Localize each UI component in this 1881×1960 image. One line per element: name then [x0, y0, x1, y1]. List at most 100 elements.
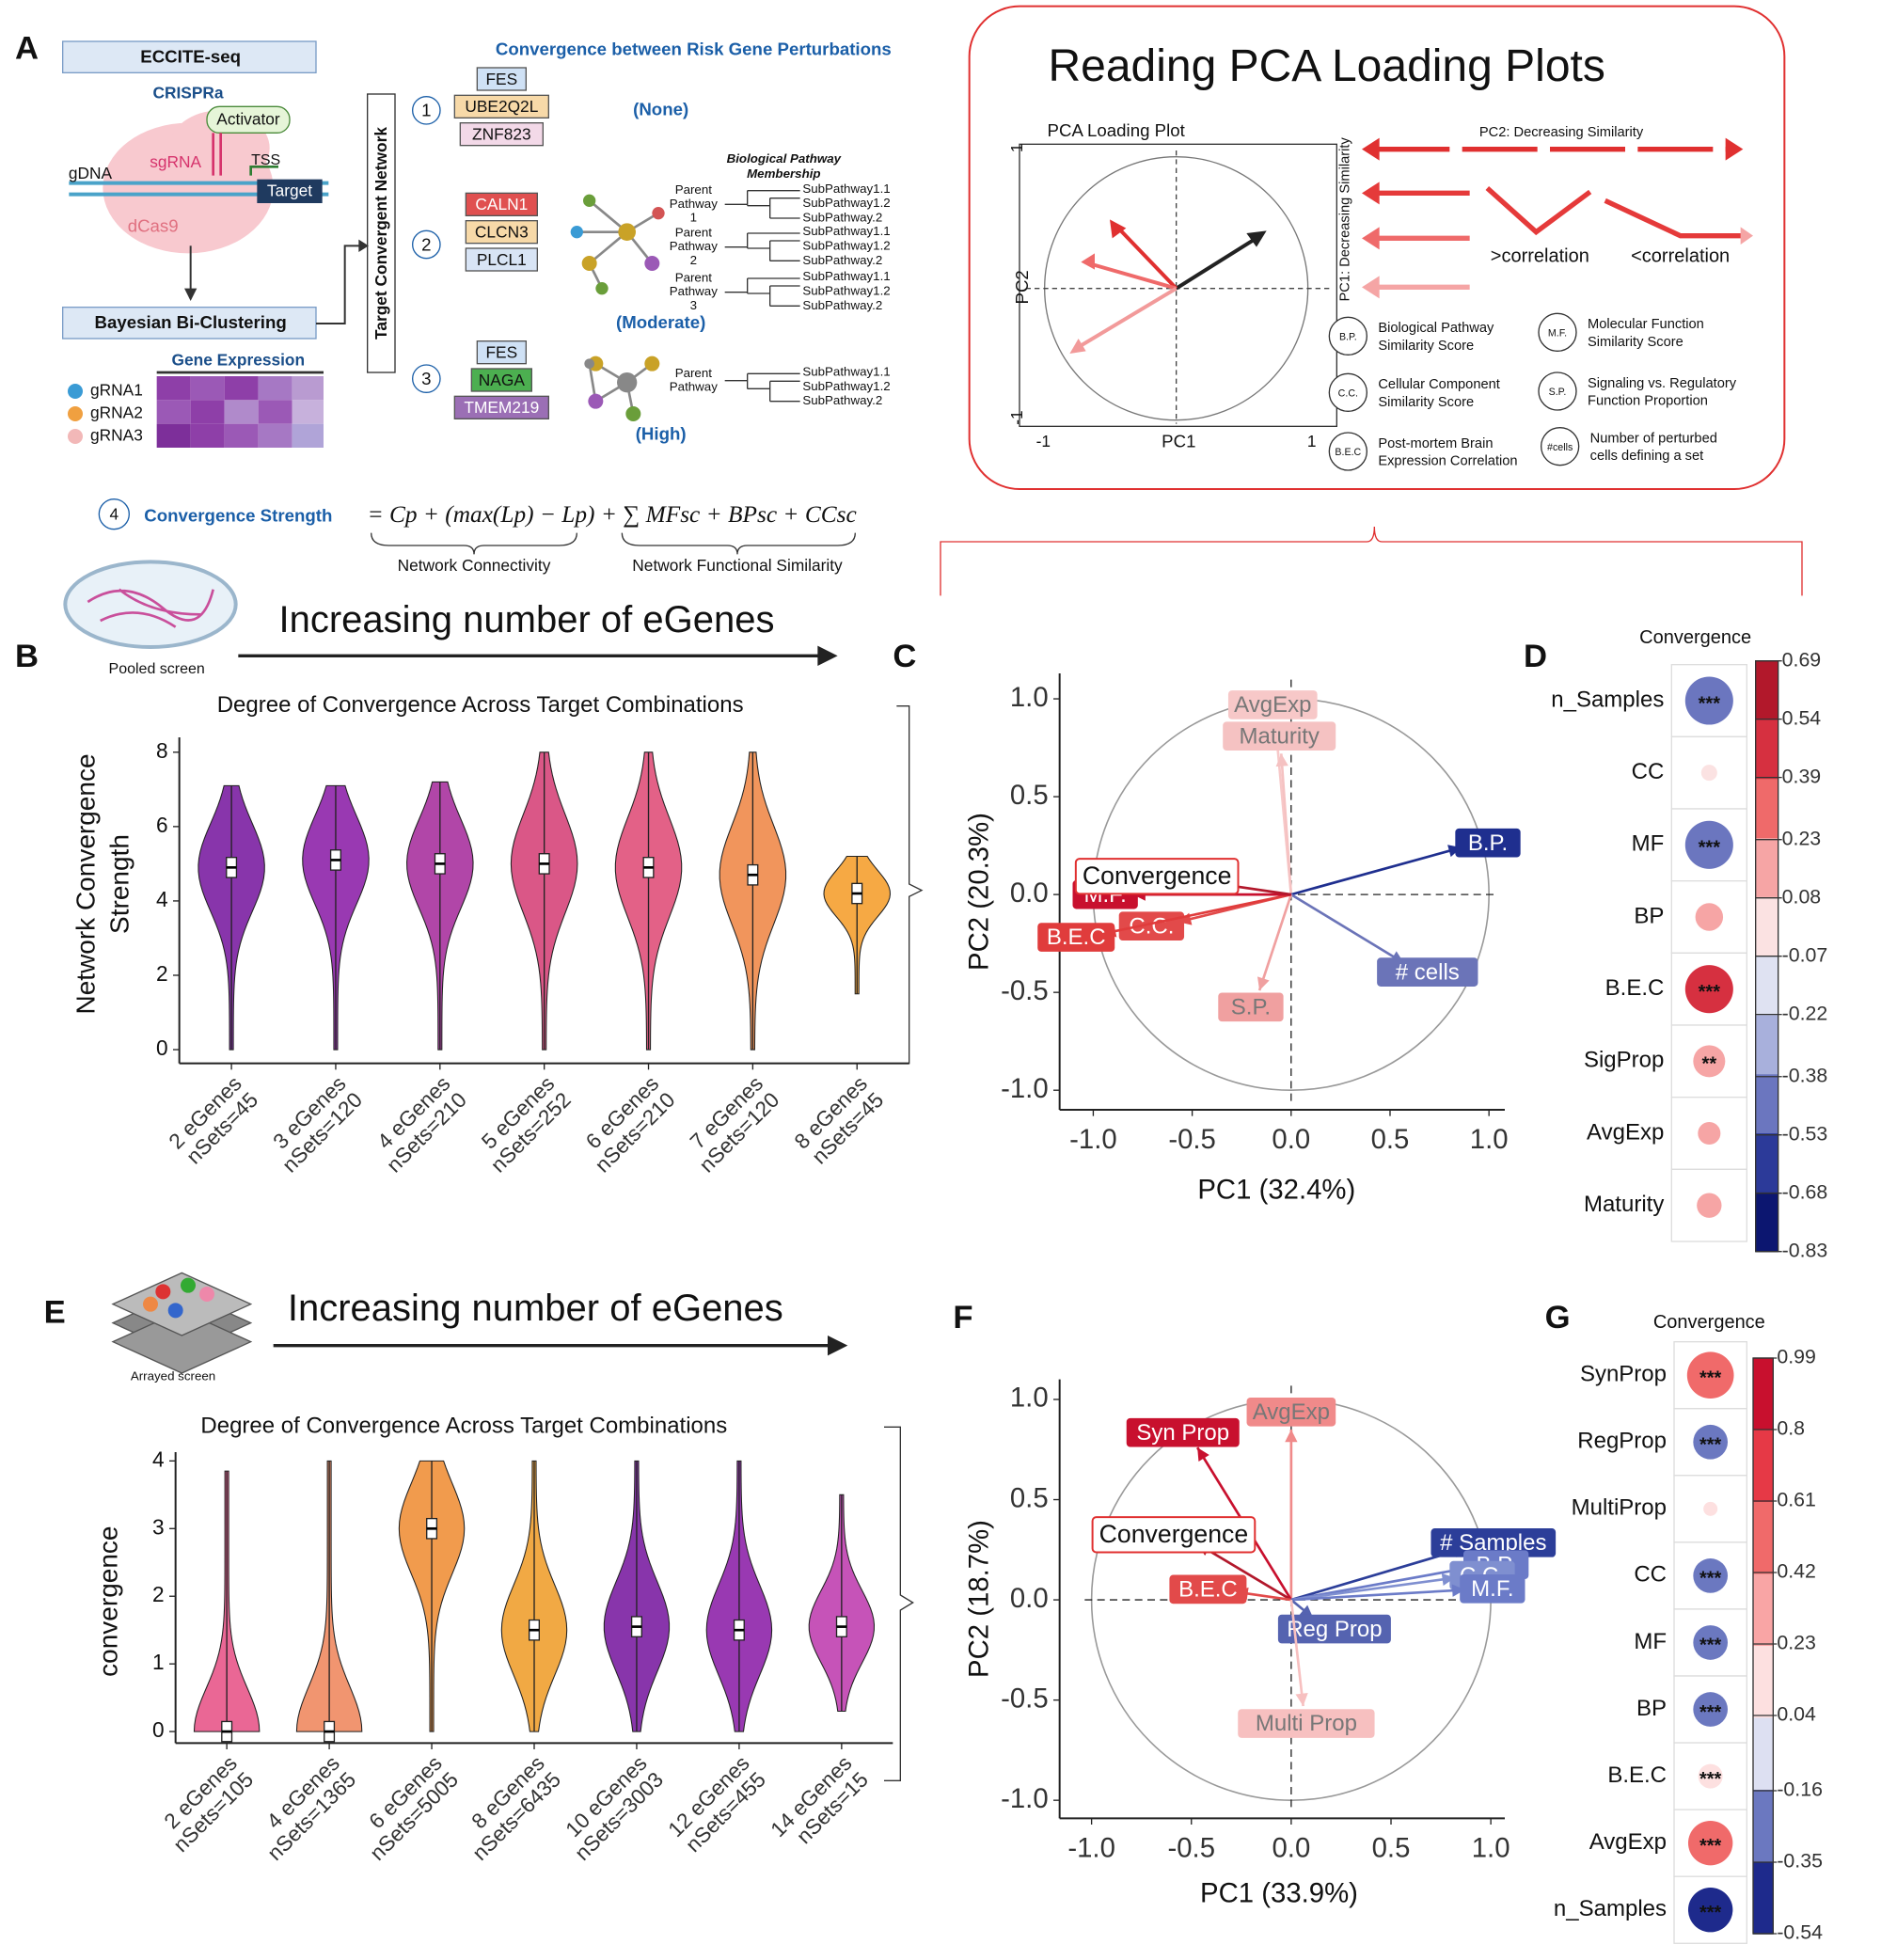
label: Number of perturbed — [1590, 432, 1717, 447]
label: Strength — [105, 834, 134, 934]
grna-dot — [68, 406, 83, 421]
series-label: Convergence — [1099, 1520, 1249, 1548]
label: 3 — [690, 298, 697, 312]
label-box — [1460, 1574, 1525, 1604]
x-tick-label: 0.5 — [1371, 1124, 1410, 1155]
panel-label: D — [1524, 639, 1547, 674]
row-label: CC — [1632, 759, 1665, 784]
label: (None) — [633, 99, 688, 119]
colorbar-bin — [1755, 719, 1778, 780]
colorbar-bin — [1755, 779, 1778, 839]
significance: *** — [1699, 838, 1721, 859]
tree-line — [724, 190, 800, 219]
colorbar-label: -0.35 — [1777, 1850, 1823, 1873]
significance: *** — [1699, 693, 1721, 714]
label: 3 — [421, 369, 431, 388]
arrowhead — [184, 288, 198, 301]
y-tick-label: 1.0 — [1010, 682, 1049, 713]
label-box — [1218, 992, 1284, 1022]
label: ECCITE-seq — [140, 46, 241, 66]
colorbar-bin — [1755, 1133, 1778, 1193]
row-label: B.E.C — [1607, 1762, 1667, 1788]
y-tick-label: 8 — [156, 738, 168, 763]
bayesian-box — [62, 307, 317, 340]
y-tick-label: 1.0 — [1010, 1383, 1049, 1414]
y-axis-label: PC2 (20.3%) — [963, 813, 994, 971]
row-label: RegProp — [1577, 1429, 1667, 1454]
label: gRNA3 — [90, 426, 143, 445]
label-box — [1169, 1574, 1247, 1604]
label: PC2 — [1012, 270, 1032, 304]
guide-arrows — [1074, 224, 1262, 351]
label-box — [1074, 858, 1240, 895]
panel-label: C — [893, 639, 916, 674]
label: Degree of Convergence Across Target Comb… — [217, 692, 744, 718]
x-tick-label: -0.5 — [1167, 1832, 1215, 1863]
corr-dot — [1703, 1501, 1718, 1516]
y-axis-label: PC2 (18.7%) — [963, 1520, 994, 1678]
label: SubPathway1.1 — [802, 224, 890, 238]
label: Similarity Score — [1378, 339, 1474, 354]
label: PLCL1 — [477, 250, 527, 269]
label: SubPathway.2 — [802, 211, 882, 225]
heatmap — [156, 376, 324, 448]
label: PC1 — [1162, 432, 1195, 451]
colorbar-bin — [1755, 1074, 1778, 1134]
neurons — [87, 588, 214, 628]
colorbar-bin — [1755, 1015, 1778, 1075]
arrowhead — [1275, 753, 1288, 767]
label: Arrayed screen — [131, 1369, 215, 1383]
label: Pathway — [670, 197, 718, 211]
y-tick-label: 2 — [156, 961, 168, 986]
significance: *** — [1699, 1769, 1722, 1790]
corr-dot — [1700, 765, 1717, 782]
y-tick-label: 0 — [152, 1717, 165, 1742]
label: SubPathway.2 — [802, 253, 882, 267]
colorbar-bin — [1753, 1790, 1774, 1863]
row-label: MF — [1634, 1629, 1667, 1654]
arrowhead — [1451, 1584, 1465, 1597]
series-label: M.F. — [1471, 1576, 1513, 1602]
y-tick-label: -1.0 — [1001, 1073, 1049, 1104]
label-box — [1118, 911, 1185, 940]
panel-a-art — [62, 40, 856, 666]
corr-dot — [1693, 1692, 1729, 1727]
tree-line — [724, 372, 800, 403]
label: 1 — [690, 211, 697, 225]
label: Target Convergent Network — [371, 127, 390, 340]
y-tick-label: -1.0 — [1001, 1783, 1049, 1814]
label: PC1: Decreasing Similarity — [1338, 137, 1353, 302]
corr-dot — [1686, 1351, 1734, 1399]
label: convergence — [94, 1525, 123, 1676]
arrowhead — [1441, 1573, 1455, 1587]
label: Pathway — [670, 380, 718, 394]
step-circle — [412, 229, 441, 260]
colorbar-label: -0.07 — [1782, 943, 1828, 966]
label: Parent — [675, 226, 713, 240]
legend-circle — [1540, 426, 1580, 466]
colorbar-label: 0.61 — [1777, 1489, 1816, 1511]
label: SubPathway1.2 — [802, 239, 890, 253]
row-label: B.E.C — [1605, 975, 1665, 1001]
label: SubPathway1.1 — [802, 182, 890, 196]
step-circle — [412, 96, 441, 125]
series-label: B.P. — [1468, 830, 1508, 856]
significance: *** — [1699, 982, 1721, 1003]
significance: *** — [1699, 1636, 1722, 1656]
panel-label: E — [44, 1294, 66, 1330]
corr-dot — [1687, 1820, 1733, 1866]
label: Biological Pathway — [1378, 321, 1494, 336]
label: SubPathway1.1 — [802, 269, 890, 283]
series-label: B.E.C — [1047, 925, 1106, 950]
corr-dot — [1693, 1045, 1726, 1078]
colorbar-bin — [1755, 956, 1778, 1017]
label: Pathway — [670, 284, 718, 298]
label: 2 — [690, 253, 697, 267]
y-tick-label: 2 — [152, 1582, 165, 1606]
x-tick-label: 0.0 — [1272, 1832, 1310, 1863]
x-axis-label: PC1 (32.4%) — [1197, 1174, 1355, 1205]
series-label: Maturity — [1240, 723, 1320, 749]
label: Parent — [675, 271, 713, 285]
corr-dot — [1695, 903, 1724, 931]
x-tick-label: 0.5 — [1372, 1832, 1411, 1863]
